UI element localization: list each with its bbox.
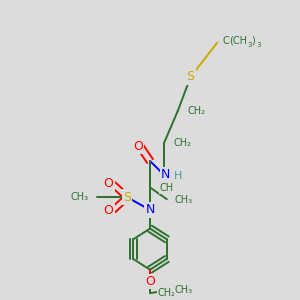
Text: CH₃: CH₃ (175, 195, 193, 205)
Text: N: N (161, 168, 170, 181)
Text: CH₃: CH₃ (175, 285, 193, 295)
Text: S: S (187, 70, 195, 83)
Text: H: H (174, 171, 182, 181)
Text: CH: CH (160, 183, 174, 194)
Text: O: O (145, 275, 155, 288)
Text: N: N (145, 203, 155, 217)
Text: CH₃: CH₃ (70, 192, 88, 202)
Text: 3: 3 (256, 43, 260, 49)
Text: CH₂: CH₂ (158, 288, 176, 298)
Text: O: O (103, 177, 113, 190)
Text: (CH: (CH (229, 36, 247, 46)
Text: ): ) (251, 36, 255, 46)
Text: CH₂: CH₂ (174, 138, 192, 148)
Text: S: S (123, 191, 131, 204)
Text: CH₂: CH₂ (188, 106, 206, 116)
Text: O: O (103, 204, 113, 218)
Text: 3: 3 (247, 43, 252, 49)
Text: C: C (222, 36, 229, 46)
Text: O: O (133, 140, 143, 153)
